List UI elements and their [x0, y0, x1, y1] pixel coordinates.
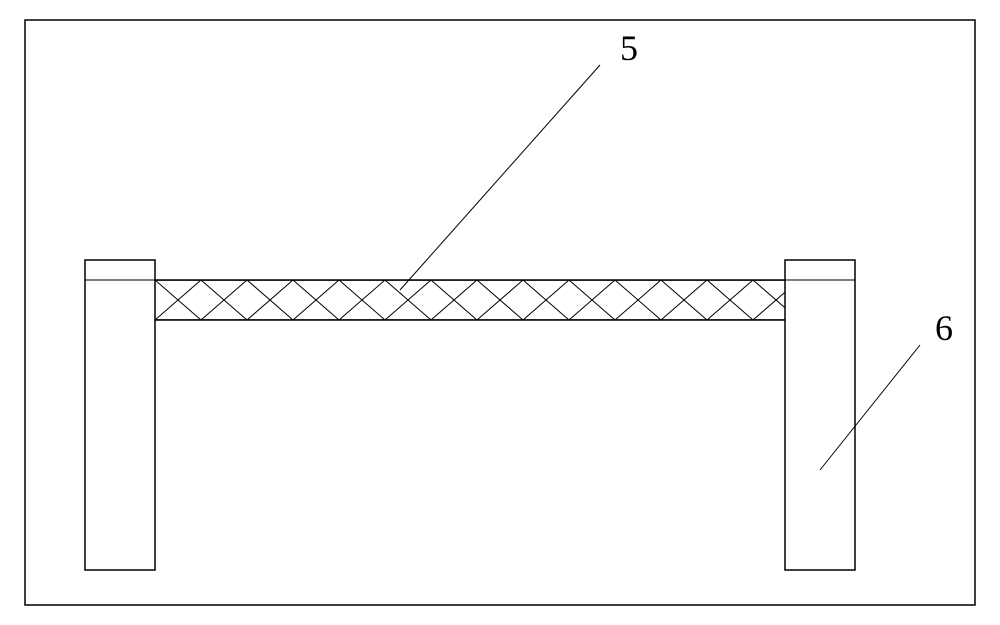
callout-6-leader — [820, 345, 920, 470]
callout-5-leader — [400, 65, 600, 290]
outer-frame — [25, 20, 975, 605]
right-column — [785, 260, 855, 570]
truss-beam — [109, 280, 799, 320]
left-column — [85, 260, 155, 570]
callout-5-label: 5 — [620, 28, 638, 68]
callout-6-label: 6 — [935, 308, 953, 348]
